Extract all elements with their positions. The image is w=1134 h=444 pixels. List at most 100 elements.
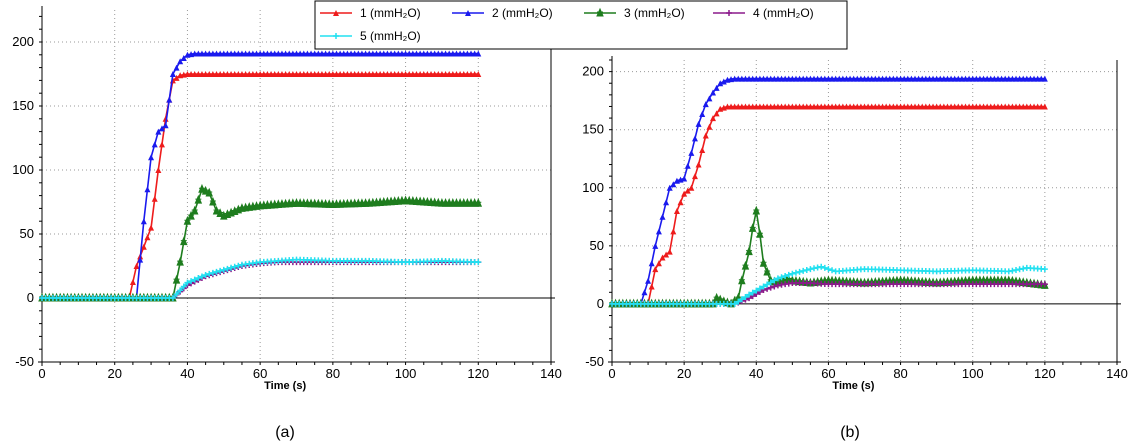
data-point [140,218,147,225]
data-point [151,195,158,202]
data-point [753,287,760,294]
data-point [759,257,768,267]
data-point [140,243,147,250]
data-point [474,198,483,207]
data-point [645,277,652,284]
data-point [652,266,659,273]
data-point [475,71,482,77]
data-point [155,128,162,135]
data-point [180,236,188,246]
x-axis-label: Time (s) [832,380,874,392]
data-point [673,208,680,214]
data-point [176,256,184,266]
data-point [691,173,698,180]
legend-marker [333,33,339,39]
data-point [648,260,655,267]
legend-item-1: 1 (mmH₂O) [320,6,421,20]
data-point [764,281,771,288]
data-point [782,273,789,280]
data-point [785,271,792,278]
data-point [713,110,720,117]
legend-item-4: 4 (mmH₂O) [713,6,814,20]
data-point [756,285,763,292]
data-point [183,215,192,225]
data-point [173,64,180,71]
x-tick-label: 20 [107,366,121,381]
data-point [1041,75,1048,82]
series-line-4 [42,261,479,299]
data-point [756,228,764,238]
data-point [148,154,155,161]
y-tick-label: 150 [582,122,604,137]
legend-box [314,0,848,50]
data-point [778,274,785,281]
data-point [217,267,224,274]
data-point [663,251,670,258]
x-tick-label: 60 [821,366,835,381]
data-point [752,205,761,215]
data-point [191,276,198,283]
y-tick-label: 50 [20,226,34,241]
y-tick-label: -50 [585,354,604,369]
data-point [641,289,648,296]
caption-b: (b) [840,424,860,441]
data-point [710,89,716,96]
data-point [774,275,781,282]
data-point [198,273,205,280]
data-point [144,234,151,241]
x-tick-label: 100 [962,366,984,381]
data-point [684,187,691,194]
data-point [475,259,482,266]
x-tick-label: 120 [467,366,489,381]
data-point [228,264,235,271]
x-tick-label: 100 [395,366,417,381]
data-point [158,141,165,148]
legend-label: 1 (mmH₂O) [360,6,421,20]
x-tick-label: 80 [326,366,340,381]
data-point [666,184,673,191]
data-point [691,135,698,142]
data-point [771,277,778,284]
data-point [184,279,191,286]
x-tick-label: 80 [893,366,907,381]
data-point [190,205,199,215]
legend-marker [726,10,732,16]
data-point [202,271,209,278]
data-point [670,228,677,235]
data-point [648,283,655,290]
data-point [746,291,753,298]
data-point [702,132,709,139]
x-tick-label: 0 [608,366,615,381]
data-point [767,284,774,291]
data-point [173,74,180,81]
data-point [129,279,136,285]
data-point [155,167,162,173]
data-point [144,186,151,193]
data-point [220,266,227,273]
data-point [713,84,720,91]
data-point [475,50,482,57]
y-tick-label: 200 [12,34,34,49]
data-point [748,223,757,232]
data-point [741,260,750,270]
chart-panel-a: -50 0 50 100 150 200 0 20 40 60 80 100 120 140 Time (s… [12,6,562,392]
data-point [814,264,821,271]
series-markers-2 [609,75,1048,307]
data-point [1041,266,1048,273]
series-markers-3 [38,183,483,302]
data-point [166,96,173,103]
data-point [771,283,778,290]
series-markers-5 [609,263,1048,307]
data-point [177,287,184,294]
caption-a: (a) [275,424,295,441]
data-point [681,190,688,197]
data-point [829,267,836,274]
data-point [749,289,756,296]
chart-panel-b: -50 0 50 100 150 200 0 20 40 60 80 100 120 140 Time (s… [582,56,1128,392]
data-point [706,123,713,130]
legend-marker [596,7,604,17]
data-point [688,149,695,156]
data-point [811,265,817,272]
data-point [151,141,158,148]
